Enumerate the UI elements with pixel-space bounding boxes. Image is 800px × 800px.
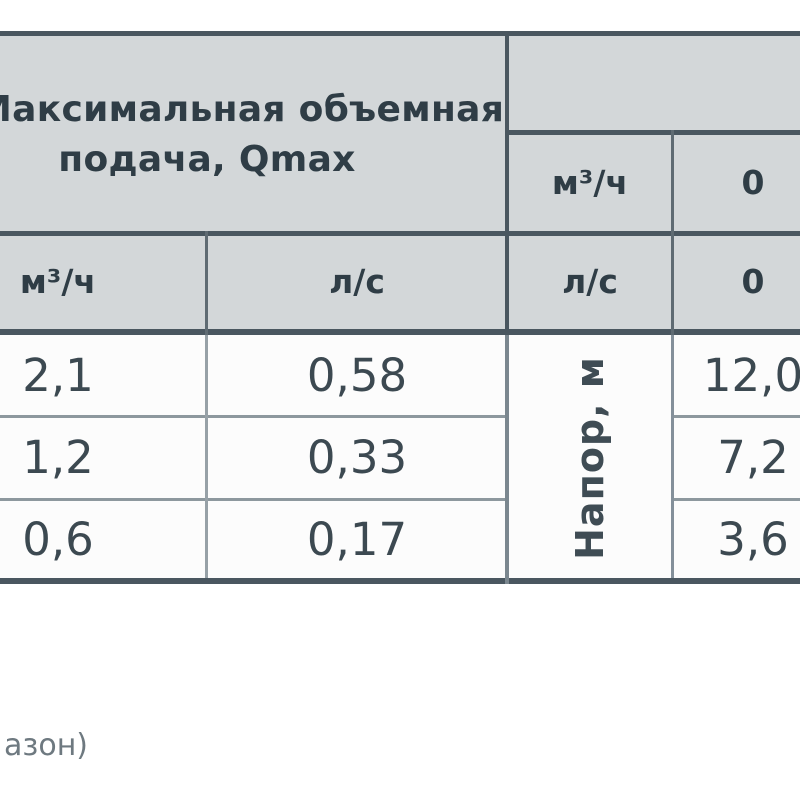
head-column-label: Напор, м <box>568 356 612 560</box>
grid-col-line-head-values-data <box>671 335 674 578</box>
unit-cell-head-ls: л/с <box>562 261 618 301</box>
table-cell-head-m-row3: 3,6 <box>717 512 789 566</box>
grid-col-line-units-data <box>205 335 208 578</box>
table-cell-qmax-m3h-row1: 2,1 <box>22 348 94 402</box>
table-body-background <box>0 335 800 584</box>
grid-col-line-head-values-header <box>671 130 674 335</box>
grid-col-line-section-header <box>505 31 509 335</box>
table-cell-head-m-row2: 7,2 <box>717 430 789 484</box>
border-bottom <box>0 578 800 584</box>
border-header-middle <box>0 231 800 236</box>
grid-row-line-1-right <box>671 415 800 418</box>
border-header-bottom <box>0 329 800 335</box>
grid-col-line-units-header <box>205 231 208 335</box>
grid-row-line-2-left <box>0 498 505 501</box>
grid-row-line-2-right <box>671 498 800 501</box>
table-cell-qmax-ls-row3: 0,17 <box>306 512 408 566</box>
flow-header-line1: Максимальная объемная <box>0 88 505 130</box>
grid-row-line-1-left <box>0 415 505 418</box>
footer-clipped-text: азон) <box>4 728 89 763</box>
table-cell-qmax-m3h-row2: 1,2 <box>22 430 94 484</box>
table-header-background <box>0 31 800 335</box>
head-zero-m3h: 0 <box>741 162 765 202</box>
flow-header-line2: подача, Qmax <box>58 138 356 180</box>
border-top <box>0 31 800 36</box>
table-cell-qmax-ls-row1: 0,58 <box>306 348 408 402</box>
unit-cell-flow-m3h: м³/ч <box>19 261 97 301</box>
table-cell-head-m-row1: 12,0 <box>702 348 800 402</box>
table-cell-qmax-m3h-row3: 0,6 <box>22 512 94 566</box>
grid-col-line-section-data <box>505 335 509 584</box>
unit-cell-flow-ls: л/с <box>329 261 385 301</box>
head-zero-ls: 0 <box>741 261 765 301</box>
border-right-header-split <box>505 130 800 135</box>
table-cell-qmax-ls-row2: 0,33 <box>306 430 408 484</box>
unit-cell-head-m3h: м³/ч <box>551 162 629 202</box>
